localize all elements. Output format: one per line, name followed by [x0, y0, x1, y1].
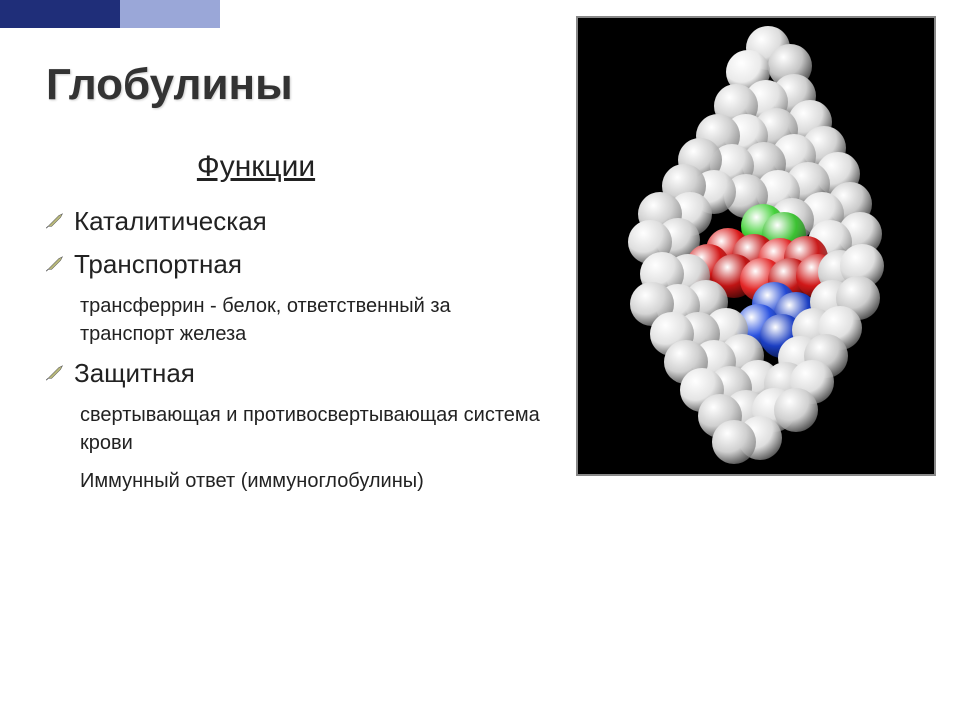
- bullet-icon: [46, 358, 74, 387]
- accent-dark: [0, 0, 120, 28]
- function-label: Защитная: [74, 358, 546, 389]
- accent-mid: [120, 0, 220, 28]
- functions-list: Каталитическая Транспортная трансферрин - …: [46, 206, 546, 495]
- function-item: Транспортная: [46, 249, 546, 286]
- function-detail: Иммунный ответ (иммуноглобулины): [80, 467, 546, 495]
- function-item: Защитная: [46, 358, 546, 395]
- function-label: Транспортная: [74, 249, 546, 280]
- molecule-figure: [576, 16, 936, 476]
- slide-content: Глобулины Функции Каталитическая Транспор…: [46, 60, 546, 505]
- molecule-box: [576, 16, 936, 476]
- function-label: Каталитическая: [74, 206, 546, 237]
- slide-title: Глобулины: [46, 60, 546, 110]
- function-detail: трансферрин - белок, ответственный за тр…: [80, 292, 546, 348]
- bullet-icon: [46, 249, 74, 278]
- bullet-icon: [46, 206, 74, 235]
- atom-sphere: [712, 420, 756, 464]
- atom-sphere: [774, 388, 818, 432]
- functions-heading: Функции: [46, 150, 466, 184]
- function-item: Каталитическая: [46, 206, 546, 243]
- function-detail: свертывающая и противосвертывающая систе…: [80, 401, 546, 457]
